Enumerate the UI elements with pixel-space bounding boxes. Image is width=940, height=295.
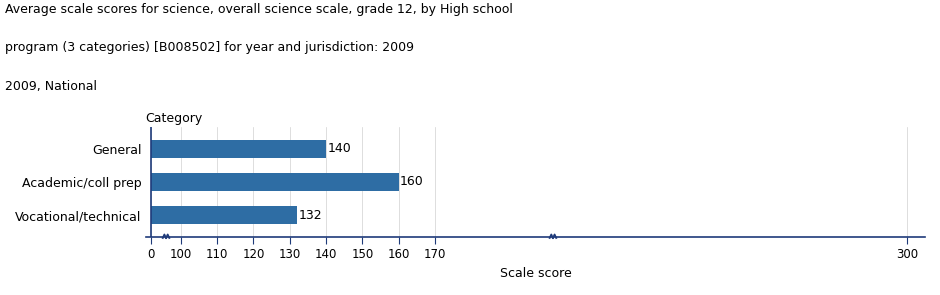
Text: 2009, National: 2009, National	[5, 80, 97, 93]
Text: Average scale scores for science, overall science scale, grade 12, by High schoo: Average scale scores for science, overal…	[5, 3, 512, 16]
Bar	[151, 173, 399, 191]
Bar	[151, 140, 326, 158]
Text: Category: Category	[146, 112, 203, 125]
Text: program (3 categories) [B008502] for year and jurisdiction: 2009: program (3 categories) [B008502] for yea…	[5, 41, 414, 54]
Text: 140: 140	[327, 142, 352, 155]
Bar	[151, 206, 297, 224]
Text: 132: 132	[298, 209, 322, 222]
Text: 160: 160	[400, 176, 424, 189]
X-axis label: Scale score: Scale score	[500, 267, 572, 280]
